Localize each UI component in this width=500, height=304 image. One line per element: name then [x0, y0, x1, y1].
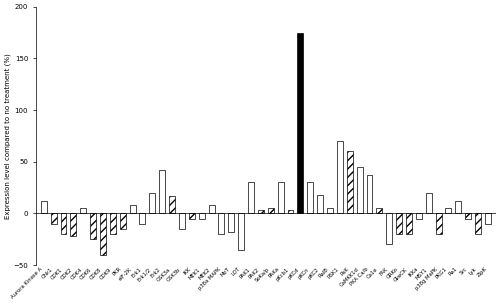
Bar	[120, 213, 126, 229]
Bar	[386, 213, 392, 244]
Bar	[159, 170, 165, 213]
Bar	[436, 213, 442, 234]
Bar	[356, 167, 362, 213]
Bar	[396, 213, 402, 234]
Bar	[308, 182, 313, 213]
Bar	[208, 205, 214, 213]
Bar	[218, 213, 224, 234]
Bar	[485, 213, 491, 224]
Bar	[189, 213, 195, 219]
Bar	[278, 182, 283, 213]
Bar	[268, 208, 274, 213]
Bar	[446, 208, 452, 213]
Bar	[90, 213, 96, 239]
Bar	[100, 213, 106, 255]
Bar	[416, 213, 422, 219]
Bar	[298, 33, 304, 213]
Bar	[465, 213, 471, 219]
Bar	[248, 182, 254, 213]
Bar	[140, 213, 145, 224]
Bar	[80, 208, 86, 213]
Bar	[347, 151, 352, 213]
Bar	[41, 201, 46, 213]
Bar	[327, 208, 333, 213]
Bar	[70, 213, 76, 236]
Bar	[60, 213, 66, 234]
Bar	[406, 213, 412, 234]
Bar	[150, 193, 156, 213]
Bar	[426, 193, 432, 213]
Bar	[366, 175, 372, 213]
Bar	[376, 208, 382, 213]
Bar	[198, 213, 204, 219]
Bar	[50, 213, 56, 224]
Y-axis label: Expression level compared to no treatment (%): Expression level compared to no treatmen…	[4, 53, 10, 219]
Bar	[258, 210, 264, 213]
Bar	[288, 210, 294, 213]
Bar	[110, 213, 116, 234]
Bar	[337, 141, 343, 213]
Bar	[228, 213, 234, 232]
Bar	[317, 195, 323, 213]
Bar	[179, 213, 185, 229]
Bar	[130, 205, 136, 213]
Bar	[475, 213, 481, 234]
Bar	[169, 196, 175, 213]
Bar	[238, 213, 244, 250]
Bar	[456, 201, 462, 213]
